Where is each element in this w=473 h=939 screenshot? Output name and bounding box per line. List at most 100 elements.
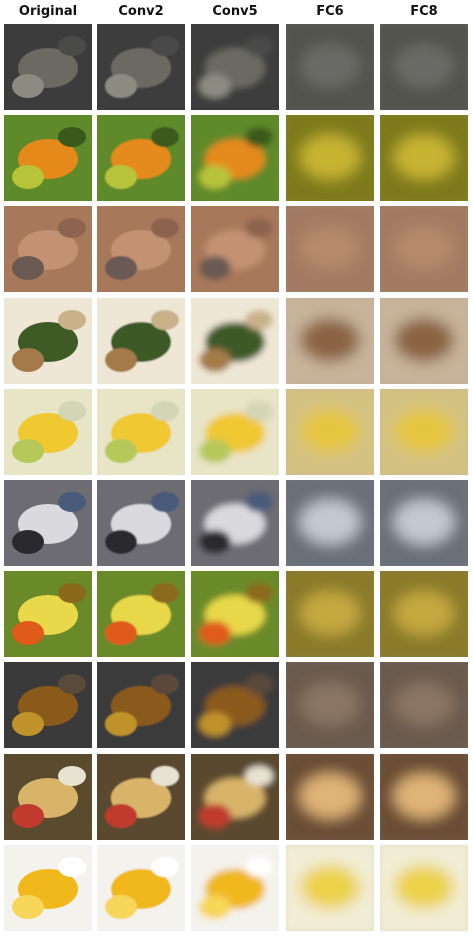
- image-thumbnail: [380, 571, 468, 657]
- column-header-conv2: Conv2: [118, 4, 164, 19]
- image-thumbnail: [97, 115, 185, 201]
- image-thumbnail: [286, 845, 374, 931]
- image-thumbnail: [191, 845, 279, 931]
- image-thumbnail: [191, 298, 279, 384]
- image-cell-orange-butterfly-leaves-fc6: [286, 115, 374, 201]
- image-cell-bullet-train-fc8: [380, 480, 468, 566]
- column-header-fc6: FC6: [316, 4, 344, 19]
- image-thumbnail: [286, 662, 374, 748]
- image-thumbnail: [4, 24, 92, 110]
- image-thumbnail: [4, 480, 92, 566]
- image-thumbnail: [97, 845, 185, 931]
- image-thumbnail: [97, 24, 185, 110]
- image-thumbnail: [97, 298, 185, 384]
- image-cell-food-plate-conv5: [191, 298, 279, 384]
- image-cell-fruit-table-fc8: [380, 754, 468, 840]
- image-cell-yellow-butterfly-flowers-fc6: [286, 571, 374, 657]
- image-thumbnail: [380, 115, 468, 201]
- image-cell-orange-butterfly-leaves-fc8: [380, 115, 468, 201]
- image-cell-fruit-table-fc6: [286, 754, 374, 840]
- image-cell-lemons-and-limes-original: [4, 389, 92, 475]
- image-cell-orange-slice-fc6: [286, 845, 374, 931]
- column-header-original: Original: [18, 4, 78, 19]
- image-thumbnail: [4, 298, 92, 384]
- image-thumbnail: [191, 480, 279, 566]
- image-cell-lemons-and-limes-fc8: [380, 389, 468, 475]
- image-thumbnail: [191, 662, 279, 748]
- image-cell-orange-slice-fc8: [380, 845, 468, 931]
- image-cell-orange-butterfly-leaves-conv5: [191, 115, 279, 201]
- image-thumbnail: [4, 845, 92, 931]
- image-cell-lemons-and-limes-conv5: [191, 389, 279, 475]
- image-cell-dark-water-conv5: [191, 24, 279, 110]
- image-thumbnail: [191, 206, 279, 292]
- image-cell-yellow-butterfly-flowers-fc8: [380, 571, 468, 657]
- image-cell-hand-with-chain-original: [4, 206, 92, 292]
- image-thumbnail: [4, 571, 92, 657]
- image-thumbnail: [97, 389, 185, 475]
- image-thumbnail: [97, 754, 185, 840]
- image-cell-food-plate-original: [4, 298, 92, 384]
- image-cell-bullet-train-conv5: [191, 480, 279, 566]
- image-thumbnail: [4, 206, 92, 292]
- image-cell-yellow-butterfly-flowers-conv2: [97, 571, 185, 657]
- image-cell-yellow-butterfly-flowers-original: [4, 571, 92, 657]
- image-thumbnail: [191, 389, 279, 475]
- image-cell-dark-water-fc6: [286, 24, 374, 110]
- image-cell-dark-water-conv2: [97, 24, 185, 110]
- image-thumbnail: [380, 754, 468, 840]
- image-thumbnail: [380, 298, 468, 384]
- column-header-fc8: FC8: [410, 4, 438, 19]
- image-thumbnail: [380, 480, 468, 566]
- image-thumbnail: [4, 662, 92, 748]
- image-thumbnail: [97, 571, 185, 657]
- image-thumbnail: [286, 298, 374, 384]
- image-thumbnail: [286, 480, 374, 566]
- image-cell-food-plate-conv2: [97, 298, 185, 384]
- image-cell-hand-with-chain-fc8: [380, 206, 468, 292]
- image-cell-food-plate-fc6: [286, 298, 374, 384]
- image-cell-orange-butterfly-leaves-conv2: [97, 115, 185, 201]
- image-thumbnail: [286, 754, 374, 840]
- image-thumbnail: [97, 662, 185, 748]
- image-thumbnail: [286, 115, 374, 201]
- image-thumbnail: [380, 24, 468, 110]
- image-cell-fruit-table-conv2: [97, 754, 185, 840]
- column-header-conv5: Conv5: [212, 4, 258, 19]
- image-cell-bullet-train-original: [4, 480, 92, 566]
- image-cell-lemons-and-limes-conv2: [97, 389, 185, 475]
- image-cell-bullet-train-conv2: [97, 480, 185, 566]
- image-cell-orange-slice-original: [4, 845, 92, 931]
- image-cell-rusty-chain-conv2: [97, 662, 185, 748]
- image-thumbnail: [286, 389, 374, 475]
- image-thumbnail: [191, 754, 279, 840]
- image-cell-fruit-table-conv5: [191, 754, 279, 840]
- image-thumbnail: [380, 389, 468, 475]
- image-cell-yellow-butterfly-flowers-conv5: [191, 571, 279, 657]
- column-header-row: Original Conv2 Conv5 FC6 FC8: [0, 0, 473, 24]
- image-thumbnail: [4, 754, 92, 840]
- image-cell-fruit-table-original: [4, 754, 92, 840]
- image-cell-bullet-train-fc6: [286, 480, 374, 566]
- image-thumbnail: [380, 845, 468, 931]
- image-cell-dark-water-fc8: [380, 24, 468, 110]
- image-thumbnail: [286, 24, 374, 110]
- image-cell-lemons-and-limes-fc6: [286, 389, 374, 475]
- image-thumbnail: [191, 24, 279, 110]
- image-cell-rusty-chain-original: [4, 662, 92, 748]
- image-cell-food-plate-fc8: [380, 298, 468, 384]
- image-cell-rusty-chain-conv5: [191, 662, 279, 748]
- image-thumbnail: [97, 206, 185, 292]
- image-thumbnail: [380, 206, 468, 292]
- image-cell-hand-with-chain-fc6: [286, 206, 374, 292]
- image-thumbnail: [286, 571, 374, 657]
- image-thumbnail: [380, 662, 468, 748]
- image-cell-orange-butterfly-leaves-original: [4, 115, 92, 201]
- image-thumbnail: [4, 115, 92, 201]
- image-thumbnail: [286, 206, 374, 292]
- image-cell-orange-slice-conv5: [191, 845, 279, 931]
- image-thumbnail: [191, 115, 279, 201]
- image-cell-orange-slice-conv2: [97, 845, 185, 931]
- image-cell-dark-water-original: [4, 24, 92, 110]
- image-cell-hand-with-chain-conv2: [97, 206, 185, 292]
